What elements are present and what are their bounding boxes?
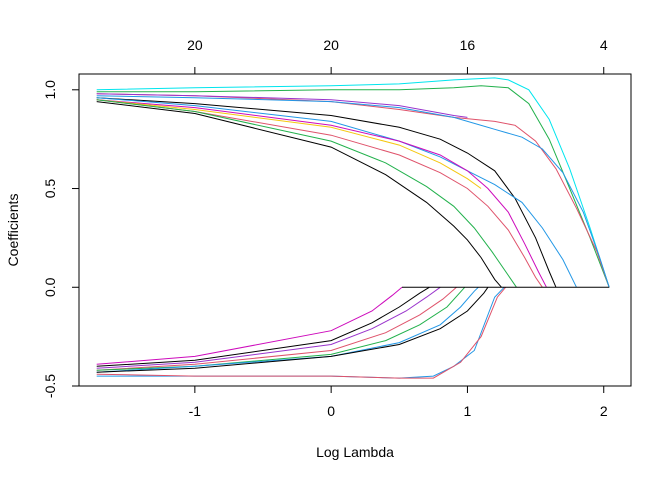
coefficient-path-2	[96, 85, 610, 288]
coefficient-path-19	[96, 287, 489, 373]
plot-lines	[96, 77, 610, 379]
coefficient-path-6	[96, 97, 557, 288]
x-axis-top: 20 20 16 4	[187, 37, 608, 75]
coefficient-path-11	[96, 99, 517, 288]
coefficient-path-15	[96, 286, 441, 369]
coefficient-path-14	[96, 286, 430, 367]
coefficient-path-9	[96, 99, 482, 189]
x-tick-label: 2	[600, 403, 608, 419]
coefficient-path-21	[96, 286, 506, 379]
y-tick-label: 0.5	[42, 179, 58, 199]
coefficient-path-18	[96, 286, 479, 373]
x-axis-bottom: -1 0 1 2	[189, 385, 608, 419]
coefficient-path-12	[96, 101, 502, 288]
coefficient-path-1	[96, 77, 610, 288]
top-tick-label: 20	[323, 37, 339, 53]
coefficient-path-13	[96, 286, 403, 365]
y-axis-title: Coefficients	[5, 194, 21, 267]
top-tick-label: 20	[187, 37, 203, 53]
y-tick-label: 0.0	[42, 277, 58, 297]
coefficient-path-4	[96, 95, 610, 288]
plot-frame	[78, 73, 632, 387]
coefficient-path-16	[96, 286, 457, 371]
x-axis-title: Log Lambda	[316, 444, 394, 460]
x-tick-label: 0	[327, 403, 335, 419]
x-tick-label: 1	[464, 403, 472, 419]
y-tick-label: 1.0	[42, 80, 58, 100]
coefficient-path-8	[96, 99, 547, 288]
y-axis-left: -0.5 0.0 0.5 1.0	[42, 80, 80, 398]
coefficient-path-10	[96, 99, 543, 288]
top-tick-label: 4	[600, 37, 608, 53]
coefficient-path-5	[96, 93, 468, 118]
x-tick-label: -1	[189, 403, 202, 419]
y-tick-label: -0.5	[42, 374, 58, 398]
top-tick-label: 16	[460, 37, 476, 53]
